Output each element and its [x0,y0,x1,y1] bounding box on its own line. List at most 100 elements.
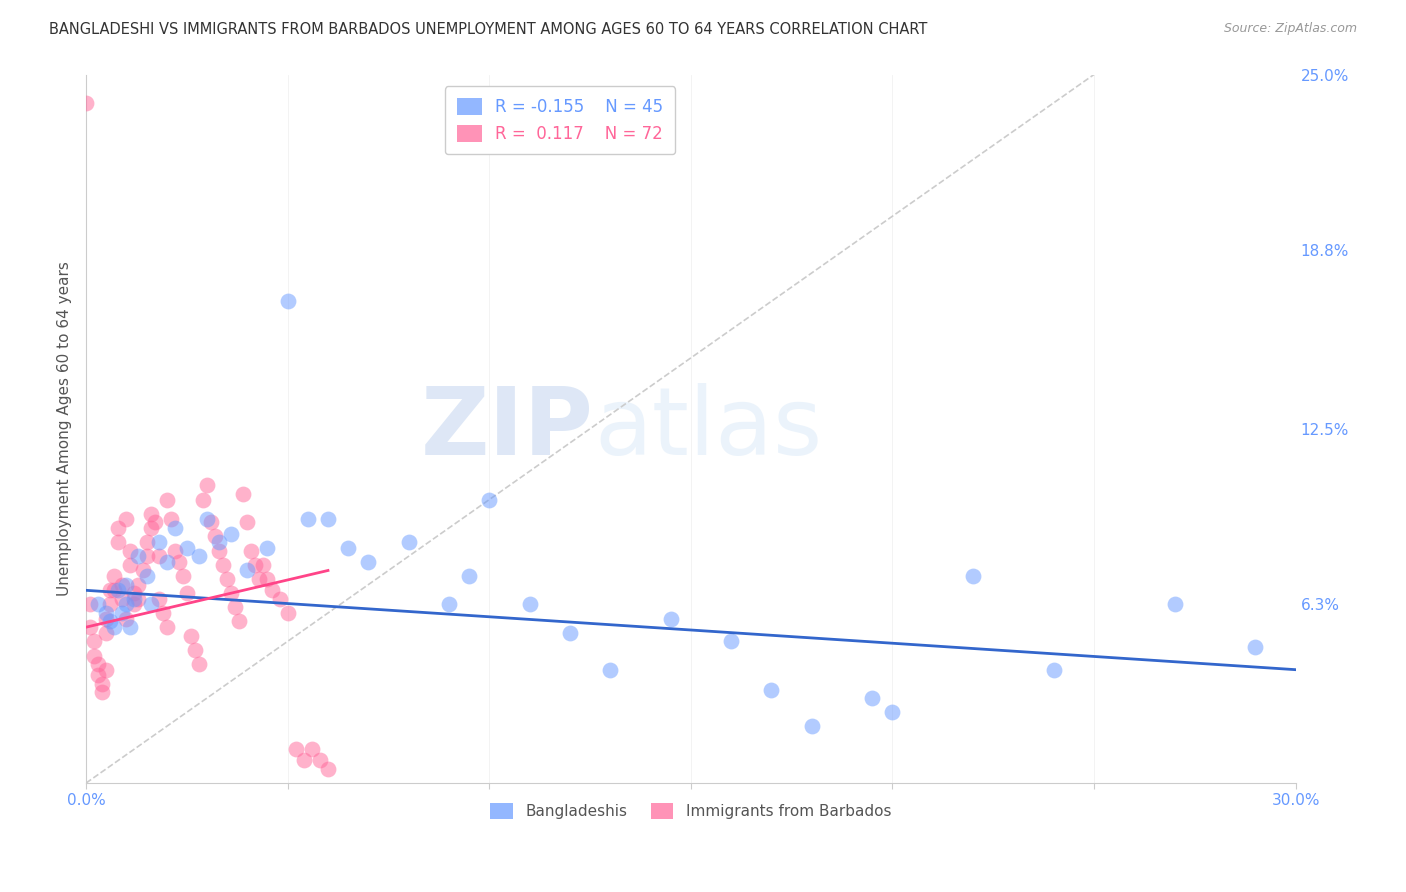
Point [357,555,380,569]
Point [107,583,129,598]
Point [212,558,235,572]
Point [96,606,118,620]
Point [156,492,179,507]
Point [96,612,118,626]
Point [478,492,501,507]
Point [249,572,271,586]
Point [309,753,332,767]
Point [79,620,101,634]
Point [277,294,299,309]
Point [139,507,162,521]
Point [191,492,214,507]
Text: Source: ZipAtlas.com: Source: ZipAtlas.com [1223,22,1357,36]
Point [284,742,307,756]
Point [120,558,142,572]
Point [83,634,105,648]
Point [1163,598,1185,612]
Point [143,516,166,530]
Text: ZIP: ZIP [422,383,595,475]
Point [124,586,146,600]
Point [316,512,339,526]
Point [659,612,682,626]
Y-axis label: Unemployment Among Ages 60 to 64 years: Unemployment Among Ages 60 to 64 years [58,261,72,596]
Point [87,668,110,682]
Point [98,583,121,598]
Point [301,742,323,756]
Point [245,558,267,572]
Point [256,572,278,586]
Point [208,535,231,549]
Point [124,598,146,612]
Point [124,591,146,606]
Point [159,512,181,526]
Point [232,487,254,501]
Point [96,625,118,640]
Point [131,564,153,578]
Point [83,648,105,663]
Point [172,569,194,583]
Point [269,591,291,606]
Point [98,598,121,612]
Point [127,549,149,564]
Point [204,529,226,543]
Point [256,541,278,555]
Point [135,569,157,583]
Point [163,521,186,535]
Point [156,620,179,634]
Point [87,598,110,612]
Point [75,95,97,110]
Point [115,577,138,591]
Point [200,516,222,530]
Point [103,569,125,583]
Point [224,600,246,615]
Point [115,512,138,526]
Point [228,615,250,629]
Point [127,591,149,606]
Point [316,762,339,776]
Point [277,606,299,620]
Point [148,591,170,606]
Point [458,569,481,583]
Point [139,598,162,612]
Point [240,543,263,558]
Point [120,620,142,634]
Point [111,577,134,591]
Point [219,526,242,541]
Point [152,606,174,620]
Point [115,598,138,612]
Point [176,586,198,600]
Point [148,535,170,549]
Point [720,634,742,648]
Point [79,598,101,612]
Point [139,521,162,535]
Point [188,549,211,564]
Text: atlas: atlas [595,383,823,475]
Point [219,586,242,600]
Point [107,521,129,535]
Point [398,535,420,549]
Point [558,625,581,640]
Point [156,555,179,569]
Point [115,612,138,626]
Point [962,569,984,583]
Point [337,541,360,555]
Point [91,677,114,691]
Point [120,543,142,558]
Point [103,583,125,598]
Point [599,663,621,677]
Point [184,643,207,657]
Point [252,558,274,572]
Point [111,591,134,606]
Point [103,620,125,634]
Point [217,572,239,586]
Point [163,543,186,558]
Point [292,753,315,767]
Point [860,691,883,706]
Point [180,629,202,643]
Point [437,598,460,612]
Point [761,682,783,697]
Point [135,549,157,564]
Point [195,478,218,492]
Point [127,577,149,591]
Point [176,541,198,555]
